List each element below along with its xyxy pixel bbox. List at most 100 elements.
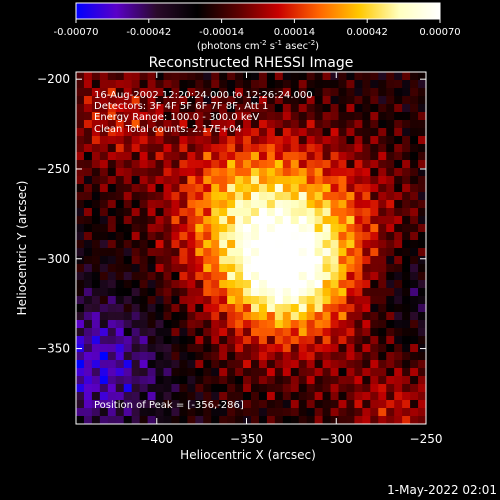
heatmap-cell (219, 416, 228, 424)
heatmap-cell (187, 304, 196, 313)
heatmap-cell (83, 368, 93, 377)
heatmap-cell (251, 328, 260, 337)
heatmap-cell (258, 168, 268, 177)
heatmap-cell (211, 80, 220, 89)
heatmap-cell (370, 336, 379, 345)
heatmap-cell (306, 136, 316, 145)
heatmap-cell (314, 184, 324, 193)
heatmap-cell (418, 96, 426, 105)
heatmap-cell (338, 336, 347, 345)
heatmap-cell (258, 304, 268, 313)
heatmap-cell (147, 120, 157, 129)
heatmap-cell (410, 168, 419, 177)
heatmap-cell (418, 256, 426, 265)
heatmap-cell (243, 80, 252, 89)
heatmap-cell (91, 304, 101, 313)
heatmap-cell (298, 88, 308, 97)
heatmap-cell (123, 224, 133, 233)
heatmap-cell (195, 296, 204, 305)
heatmap-cell (155, 80, 164, 89)
heatmap-cell (290, 192, 300, 201)
heatmap-cell (274, 96, 284, 105)
heatmap-cell (243, 128, 252, 137)
heatmap-cell (354, 200, 363, 209)
heatmap-cell (115, 264, 125, 273)
heatmap-cell (155, 240, 164, 249)
heatmap-cell (107, 312, 117, 321)
heatmap-cell (203, 352, 212, 361)
heatmap-cell (362, 88, 371, 97)
heatmap-cell (378, 200, 387, 209)
heatmap-cell (107, 344, 117, 353)
heatmap-cell (115, 328, 125, 337)
heatmap-cell (243, 304, 252, 313)
heatmap-cell (235, 336, 244, 345)
heatmap-cell (235, 416, 244, 424)
heatmap-cell (322, 144, 332, 153)
heatmap-cell (163, 176, 172, 185)
heatmap-cell (290, 336, 300, 345)
heatmap-cell (274, 288, 284, 297)
heatmap-cell (314, 272, 324, 281)
heatmap-cell (282, 384, 292, 393)
x-axis-ticks: −400 −350 −300 −250 (140, 72, 442, 446)
heatmap-cell (274, 176, 284, 185)
heatmap-cell (187, 136, 196, 145)
heatmap-cell (219, 72, 228, 81)
heatmap-cell (195, 168, 204, 177)
heatmap-cell (163, 120, 172, 129)
heatmap-cell (306, 144, 316, 153)
heatmap-cell (203, 272, 212, 281)
heatmap-cell (155, 112, 164, 121)
heatmap-cell (76, 96, 85, 105)
heatmap-cell (314, 360, 324, 369)
heatmap-cell (107, 280, 117, 289)
heatmap-cell (410, 296, 419, 305)
heatmap-cell (274, 112, 284, 121)
heatmap-cell (274, 104, 284, 113)
heatmap-cell (163, 280, 172, 289)
heatmap-cell (131, 136, 141, 145)
heatmap-cell (219, 136, 228, 145)
heatmap-cell (195, 136, 204, 145)
heatmap-cell (338, 384, 347, 393)
heatmap-cell (155, 376, 164, 385)
heatmap-cell (91, 368, 101, 377)
heatmap-cell (386, 328, 395, 337)
heatmap-cell (314, 72, 324, 81)
y-tick-label: −250 (37, 162, 70, 176)
heatmap-cell (362, 360, 371, 369)
heatmap-cell (362, 80, 371, 89)
heatmap-cell (354, 184, 363, 193)
heatmap-cell (219, 128, 228, 137)
heatmap-cell (107, 160, 117, 169)
heatmap-cell (322, 320, 332, 329)
heatmap-cell (282, 336, 292, 345)
heatmap-cell (338, 360, 347, 369)
colorbar-tick-label: 0.00042 (347, 27, 388, 38)
heatmap-cell (378, 80, 387, 89)
heatmap-cell (107, 320, 117, 329)
heatmap-cell (219, 96, 228, 105)
heatmap-cell (76, 128, 85, 137)
heatmap-cell (362, 400, 371, 409)
heatmap-cell (290, 104, 300, 113)
heatmap-cell (179, 392, 188, 401)
heatmap-cell (243, 360, 252, 369)
heatmap-cell (251, 256, 260, 265)
heatmap-cell (410, 328, 419, 337)
heatmap-cell (147, 296, 157, 305)
heatmap-cell (362, 144, 371, 153)
heatmap-cell (235, 152, 244, 161)
heatmap-cell (195, 112, 204, 121)
heatmap-cell (107, 352, 117, 361)
heatmap-cell (187, 344, 196, 353)
heatmap-cell (203, 152, 212, 161)
heatmap-cell (274, 248, 284, 257)
heatmap-cell (76, 232, 85, 241)
heatmap-cell (346, 408, 355, 417)
heatmap-cell (123, 352, 133, 361)
heatmap-cell (386, 248, 395, 257)
heatmap-cell (139, 416, 149, 424)
heatmap-cell (266, 88, 276, 97)
